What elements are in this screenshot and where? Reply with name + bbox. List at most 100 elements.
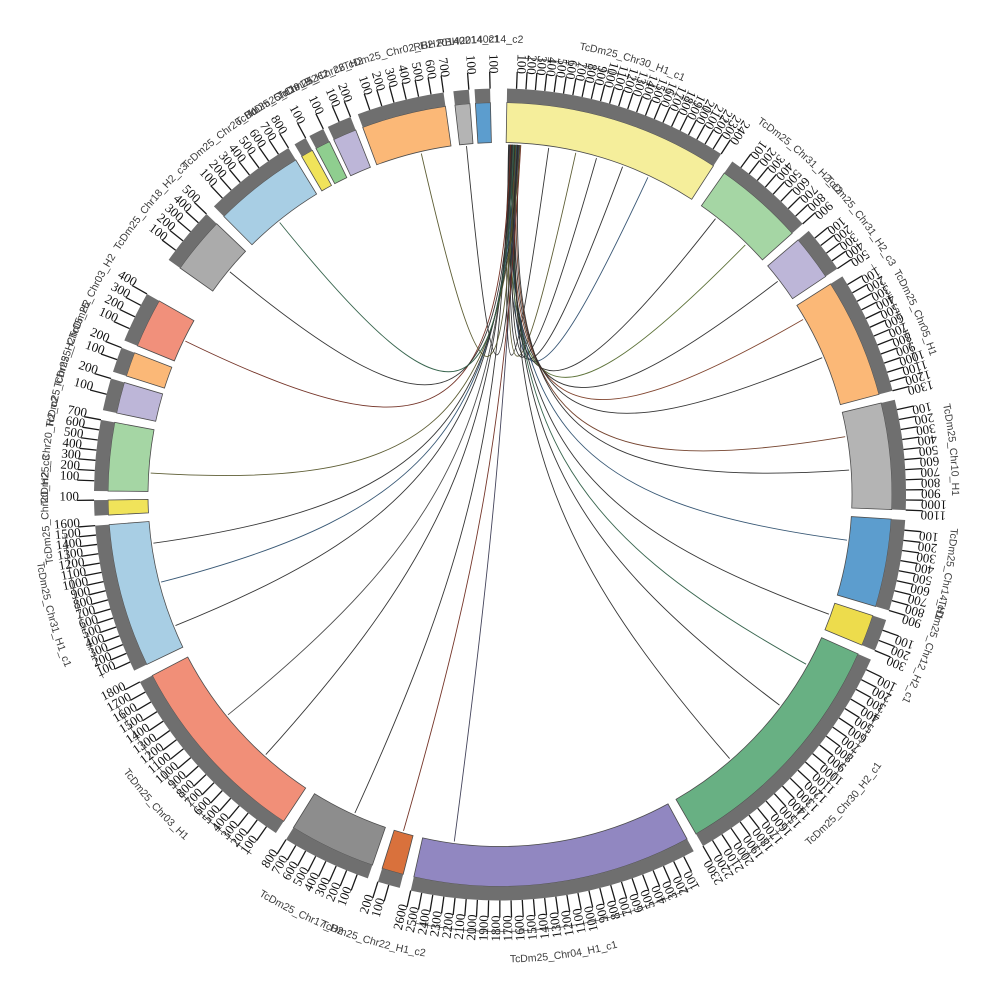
tick-label: 700 — [886, 320, 910, 341]
tick-mark — [905, 467, 923, 471]
tick-mark — [427, 77, 432, 95]
segment-TcDm25_Chr04_H1_c1: 1002003004005006007008009001000110012001… — [390, 803, 702, 965]
tick-label: 300 — [61, 446, 82, 463]
tick-mark — [79, 447, 97, 451]
secondary-axis-tick — [149, 756, 155, 761]
secondary-axis-tick — [874, 712, 881, 717]
tick-label: 700 — [920, 465, 940, 481]
tick-mark — [219, 177, 232, 191]
tick-mark — [683, 856, 693, 872]
secondary-axis-tick — [557, 58, 559, 65]
tick-mark — [721, 834, 732, 850]
tick-mark — [819, 744, 834, 756]
tick-mark — [644, 99, 653, 116]
secondary-axis-tick — [583, 920, 585, 927]
tick-label: 1100 — [920, 508, 946, 524]
secondary-axis-tick — [683, 95, 687, 102]
tick-mark — [136, 701, 152, 712]
tick-label: 800 — [603, 899, 623, 922]
tick-mark — [406, 890, 412, 908]
tick-mark — [904, 457, 922, 461]
tick-mark — [894, 590, 912, 596]
secondary-axis-tick — [83, 635, 90, 639]
secondary-axis-tick — [765, 837, 771, 843]
tick-mark — [296, 122, 307, 139]
tick-mark — [562, 76, 567, 94]
chromosome-band — [824, 602, 874, 646]
chromosome-rim — [861, 615, 887, 651]
tick-mark — [218, 797, 232, 812]
chromosome-rim — [798, 230, 838, 277]
tick-mark — [317, 860, 327, 877]
tick-label: 100 — [97, 303, 121, 325]
tick-mark — [81, 553, 99, 557]
tick-mark — [903, 539, 921, 543]
tick-label: 1300 — [546, 911, 564, 939]
synteny-link — [150, 145, 521, 476]
synteny-link — [160, 144, 517, 583]
tick-mark — [748, 814, 760, 830]
tick-label: 200 — [335, 81, 356, 105]
tick-mark — [331, 105, 340, 123]
tick-mark — [903, 446, 921, 451]
tick-mark — [581, 80, 587, 98]
tick-label: 600 — [65, 413, 87, 431]
secondary-axis-tick — [810, 797, 815, 803]
tick-mark — [227, 805, 240, 820]
tick-mark — [110, 652, 127, 661]
secondary-axis-tick — [426, 922, 429, 929]
chromosome-band — [151, 656, 307, 822]
tick-mark — [627, 92, 634, 110]
secondary-axis-tick — [833, 771, 839, 776]
tick-mark — [687, 119, 697, 136]
chromosome-band — [116, 382, 164, 422]
secondary-axis-tick — [855, 742, 861, 747]
tick-label: 700 — [74, 602, 97, 622]
chromosome-rim — [410, 839, 694, 901]
segment-TcDm25_Chr05_H1: 1002003004005006007008009001000110012001… — [796, 264, 939, 406]
tick-mark — [96, 617, 114, 624]
tick-label: 900 — [69, 583, 91, 602]
tick-label: 100 — [334, 884, 355, 908]
tick-mark — [228, 168, 241, 183]
tick-mark — [902, 549, 920, 554]
secondary-axis-tick — [559, 924, 561, 931]
secondary-axis-tick — [547, 925, 549, 932]
tick-group: 100 — [463, 54, 480, 90]
secondary-axis-tick — [597, 65, 600, 72]
secondary-axis-tick — [141, 746, 148, 751]
chromosome-rim — [453, 89, 470, 106]
tick-label: 100 — [306, 93, 328, 117]
tick-mark — [89, 389, 107, 395]
secondary-axis — [871, 264, 922, 378]
tick-mark — [679, 115, 689, 131]
tick-label: 900 — [592, 902, 611, 925]
secondary-axis-tick — [736, 857, 741, 864]
segment-label: TcDm25_Chr10_H1 — [940, 403, 961, 496]
tick-label: 2600 — [390, 903, 410, 932]
tick-label: 100 — [84, 337, 107, 358]
synteny-link — [509, 144, 746, 378]
tick-mark — [452, 897, 456, 915]
tick-mark — [780, 188, 794, 202]
chromosome-rim — [113, 347, 135, 376]
tick-label: 400 — [83, 630, 107, 651]
tick-label: 1300 — [56, 544, 84, 563]
tick-mark — [883, 356, 901, 364]
tick-mark — [515, 71, 518, 89]
secondary-axis-tick — [77, 616, 84, 619]
tick-mark — [84, 416, 102, 421]
tick-mark — [131, 284, 148, 295]
secondary-axis-tick — [895, 312, 902, 316]
chromosome-rim — [309, 128, 330, 149]
secondary-axis-tick — [891, 681, 898, 685]
tick-mark — [704, 129, 715, 145]
chromosome-band — [841, 402, 893, 510]
tick-label: 400 — [395, 63, 414, 85]
tick-mark — [94, 373, 112, 380]
tick-label: 600 — [919, 454, 940, 471]
secondary-axis-tick — [890, 303, 897, 307]
